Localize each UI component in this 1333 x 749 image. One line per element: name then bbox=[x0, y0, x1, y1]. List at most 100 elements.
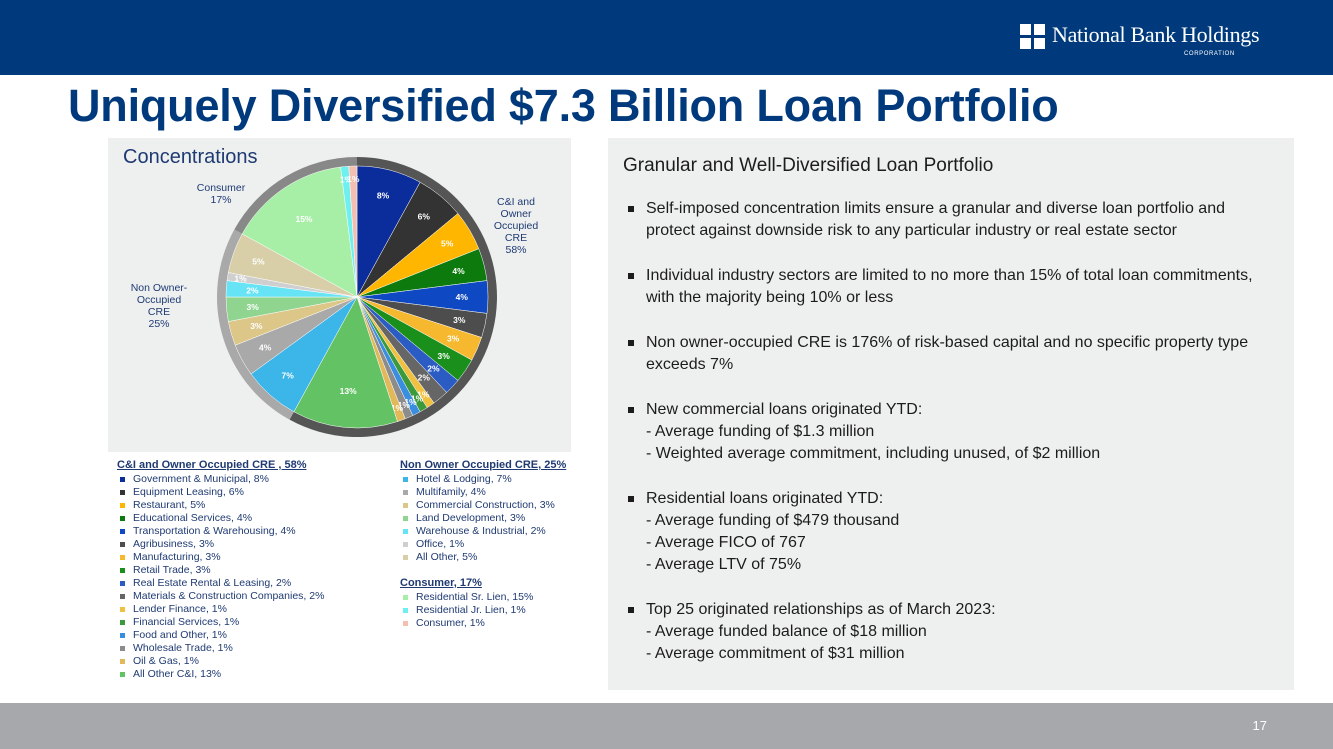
pie-slice-label: 3% bbox=[250, 321, 263, 331]
bullet-square-icon bbox=[628, 340, 634, 346]
legend-item: Food and Other, 1% bbox=[117, 629, 324, 642]
pie-slice-label: 4% bbox=[456, 292, 469, 302]
legend-swatch bbox=[120, 646, 125, 651]
legend-item-label: Lender Finance, 1% bbox=[133, 603, 227, 615]
bullet-list: Self-imposed concentration limits ensure… bbox=[628, 198, 1278, 688]
legend-item-label: Agribusiness, 3% bbox=[133, 538, 215, 550]
legend-item-label: Wholesale Trade, 1% bbox=[133, 642, 233, 654]
legend-swatch bbox=[403, 503, 408, 508]
legend-item: Government & Municipal, 8% bbox=[117, 473, 324, 486]
bullet-item: Top 25 originated relationships as of Ma… bbox=[628, 599, 1278, 665]
legend-item: Manufacturing, 3% bbox=[117, 551, 324, 564]
pie-slice-label: 1% bbox=[234, 274, 247, 284]
legend-item: Wholesale Trade, 1% bbox=[117, 642, 324, 655]
legend-item-label: Real Estate Rental & Leasing, 2% bbox=[133, 577, 292, 589]
bullet-subitem: - Average funding of $479 thousand bbox=[646, 512, 900, 529]
legend-item: Educational Services, 4% bbox=[117, 512, 324, 525]
legend-swatch bbox=[120, 581, 125, 586]
legend-item-label: Government & Municipal, 8% bbox=[133, 473, 269, 485]
legend-item: Equipment Leasing, 6% bbox=[117, 486, 324, 499]
pie-slice-label: 13% bbox=[340, 386, 357, 396]
legend-swatch bbox=[403, 529, 408, 534]
legend-nooc: Non Owner Occupied CRE, 25% Hotel & Lodgi… bbox=[400, 459, 566, 564]
legend-item-label: Warehouse & Industrial, 2% bbox=[416, 525, 546, 537]
pie-group-label-line: Owner bbox=[500, 208, 532, 220]
legend-item-label: Hotel & Lodging, 7% bbox=[416, 473, 512, 485]
legend-swatch bbox=[403, 490, 408, 495]
legend-swatch bbox=[120, 620, 125, 625]
legend-item-label: Manufacturing, 3% bbox=[133, 551, 221, 563]
pie-group-label-line: 17% bbox=[210, 194, 232, 206]
legend-item: Retail Trade, 3% bbox=[117, 564, 324, 577]
legend-item-label: Materials & Construction Companies, 2% bbox=[133, 590, 325, 602]
pie-group-label-line: C&I and bbox=[497, 196, 535, 208]
legend-item: All Other C&I, 13% bbox=[117, 668, 324, 681]
pie-slice-label: 1% bbox=[398, 400, 411, 410]
bullet-text: New commercial loans originated YTD: bbox=[646, 401, 923, 418]
pie-slice-label: 3% bbox=[447, 334, 460, 344]
pie-slice-label: 4% bbox=[452, 266, 465, 276]
legend-swatch bbox=[403, 542, 408, 547]
legend-swatch bbox=[120, 503, 125, 508]
bullet-square-icon bbox=[628, 407, 634, 413]
pie-slice-label: 4% bbox=[259, 342, 272, 352]
pie-group-label-line: Consumer bbox=[196, 182, 246, 194]
legend-item-label: Residential Sr. Lien, 15% bbox=[416, 591, 534, 603]
pie-slice-label: 1% bbox=[391, 403, 404, 413]
legend-item-label: Transportation & Warehousing, 4% bbox=[133, 525, 296, 537]
bullet-subitem: - Average funding of $1.3 million bbox=[646, 423, 875, 440]
legend-swatch bbox=[120, 607, 125, 612]
bullet-text: Individual industry sectors are limited … bbox=[646, 267, 1253, 306]
legend-item: Hotel & Lodging, 7% bbox=[400, 473, 566, 486]
legend-swatch bbox=[120, 659, 125, 664]
legend-item: Residential Jr. Lien, 1% bbox=[400, 604, 533, 617]
legend-consumer: Consumer, 17% Residential Sr. Lien, 15% Re… bbox=[400, 577, 533, 630]
legend-item: Warehouse & Industrial, 2% bbox=[400, 525, 566, 538]
legend-ci: C&I and Owner Occupied CRE , 58% Governme… bbox=[117, 459, 324, 681]
legend-heading: C&I and Owner Occupied CRE , 58% bbox=[117, 459, 307, 471]
legend-item-label: Financial Services, 1% bbox=[133, 616, 240, 628]
bullet-item: New commercial loans originated YTD: - Av… bbox=[628, 399, 1278, 465]
info-panel bbox=[608, 138, 1294, 690]
legend-item: Consumer, 1% bbox=[400, 617, 533, 630]
legend-swatch bbox=[120, 490, 125, 495]
legend-heading: Non Owner Occupied CRE, 25% bbox=[400, 459, 567, 471]
legend-item-label: Consumer, 1% bbox=[416, 617, 485, 629]
bullet-subitem: - Average commitment of $31 million bbox=[646, 645, 905, 662]
pie-slice-label: 1% bbox=[347, 174, 360, 184]
legend-item-label: Land Development, 3% bbox=[416, 512, 526, 524]
legend-swatch bbox=[403, 477, 408, 482]
pie-group-label-line: CRE bbox=[504, 232, 528, 244]
header-bar: National Bank Holdings CORPORATION bbox=[0, 0, 1333, 75]
pie-slice-label: 1% bbox=[404, 397, 417, 407]
pie-group-label-line: 58% bbox=[505, 244, 527, 256]
pie-slice-label: 2% bbox=[427, 364, 440, 374]
legend-item: Commercial Construction, 3% bbox=[400, 499, 566, 512]
bullet-item: Self-imposed concentration limits ensure… bbox=[628, 198, 1278, 242]
footer-bar: 17 bbox=[0, 703, 1333, 749]
legend-item-label: Residential Jr. Lien, 1% bbox=[416, 604, 526, 616]
pie-group-label-ci: C&I and Owner Occupied CRE 58% bbox=[486, 196, 546, 256]
legend-swatch bbox=[120, 555, 125, 560]
legend-swatch bbox=[120, 568, 125, 573]
pie-slice-label: 6% bbox=[418, 211, 431, 221]
legend-item: Transportation & Warehousing, 4% bbox=[117, 525, 324, 538]
legend-swatch bbox=[120, 542, 125, 547]
chart-heading: Concentrations bbox=[123, 146, 258, 168]
bullet-item: Non owner-occupied CRE is 176% of risk-b… bbox=[628, 332, 1278, 376]
pie-slice-label: 5% bbox=[252, 257, 265, 267]
pie-slice-label: 3% bbox=[438, 351, 451, 361]
bullet-subitem: - Average LTV of 75% bbox=[646, 556, 802, 573]
legend-item-label: Equipment Leasing, 6% bbox=[133, 486, 244, 498]
pie-group-label-line: Non Owner-Occupied bbox=[130, 282, 188, 306]
bullet-text: Self-imposed concentration limits ensure… bbox=[646, 200, 1225, 239]
legend-item: Agribusiness, 3% bbox=[117, 538, 324, 551]
legend-item: Lender Finance, 1% bbox=[117, 603, 324, 616]
pie-group-label-line: 25% bbox=[148, 318, 170, 330]
legend-item-label: All Other, 5% bbox=[416, 551, 478, 563]
legend-swatch bbox=[403, 555, 408, 560]
page-title: Uniquely Diversified $7.3 Billion Loan P… bbox=[68, 80, 1059, 131]
legend-swatch bbox=[120, 529, 125, 534]
bullet-text: Residential loans originated YTD: bbox=[646, 490, 884, 507]
